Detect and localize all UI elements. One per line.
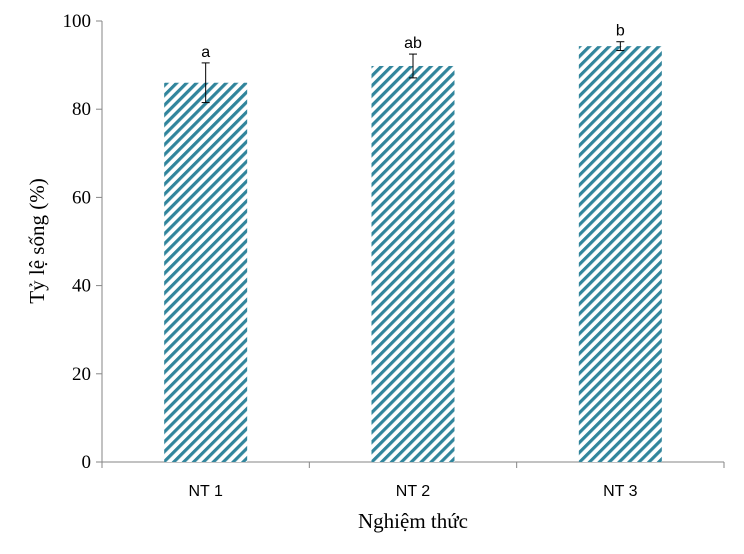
x-tick-label: NT 3 <box>603 483 637 500</box>
significance-label: b <box>616 23 625 40</box>
y-tick-label: 80 <box>72 99 91 120</box>
bar <box>578 46 662 463</box>
significance-label: ab <box>404 35 422 52</box>
y-axis-title: Tỷ lệ sống (%) <box>25 178 49 303</box>
y-tick-label: 0 <box>82 452 92 473</box>
x-tick-label: NT 1 <box>188 483 222 500</box>
y-tick-label: 60 <box>72 187 91 208</box>
bar <box>164 82 248 463</box>
y-tick-label: 100 <box>63 11 92 32</box>
y-tick-label: 20 <box>72 364 91 385</box>
y-tick-label: 40 <box>72 276 91 297</box>
bar <box>371 65 455 463</box>
plot-area: 0 20 40 60 80 100 a NT 1 ab NT 2 b NT 3 <box>63 11 725 500</box>
x-axis-title: Nghiệm thức <box>358 509 468 533</box>
significance-label: a <box>201 44 210 61</box>
x-tick-label: NT 2 <box>396 483 430 500</box>
